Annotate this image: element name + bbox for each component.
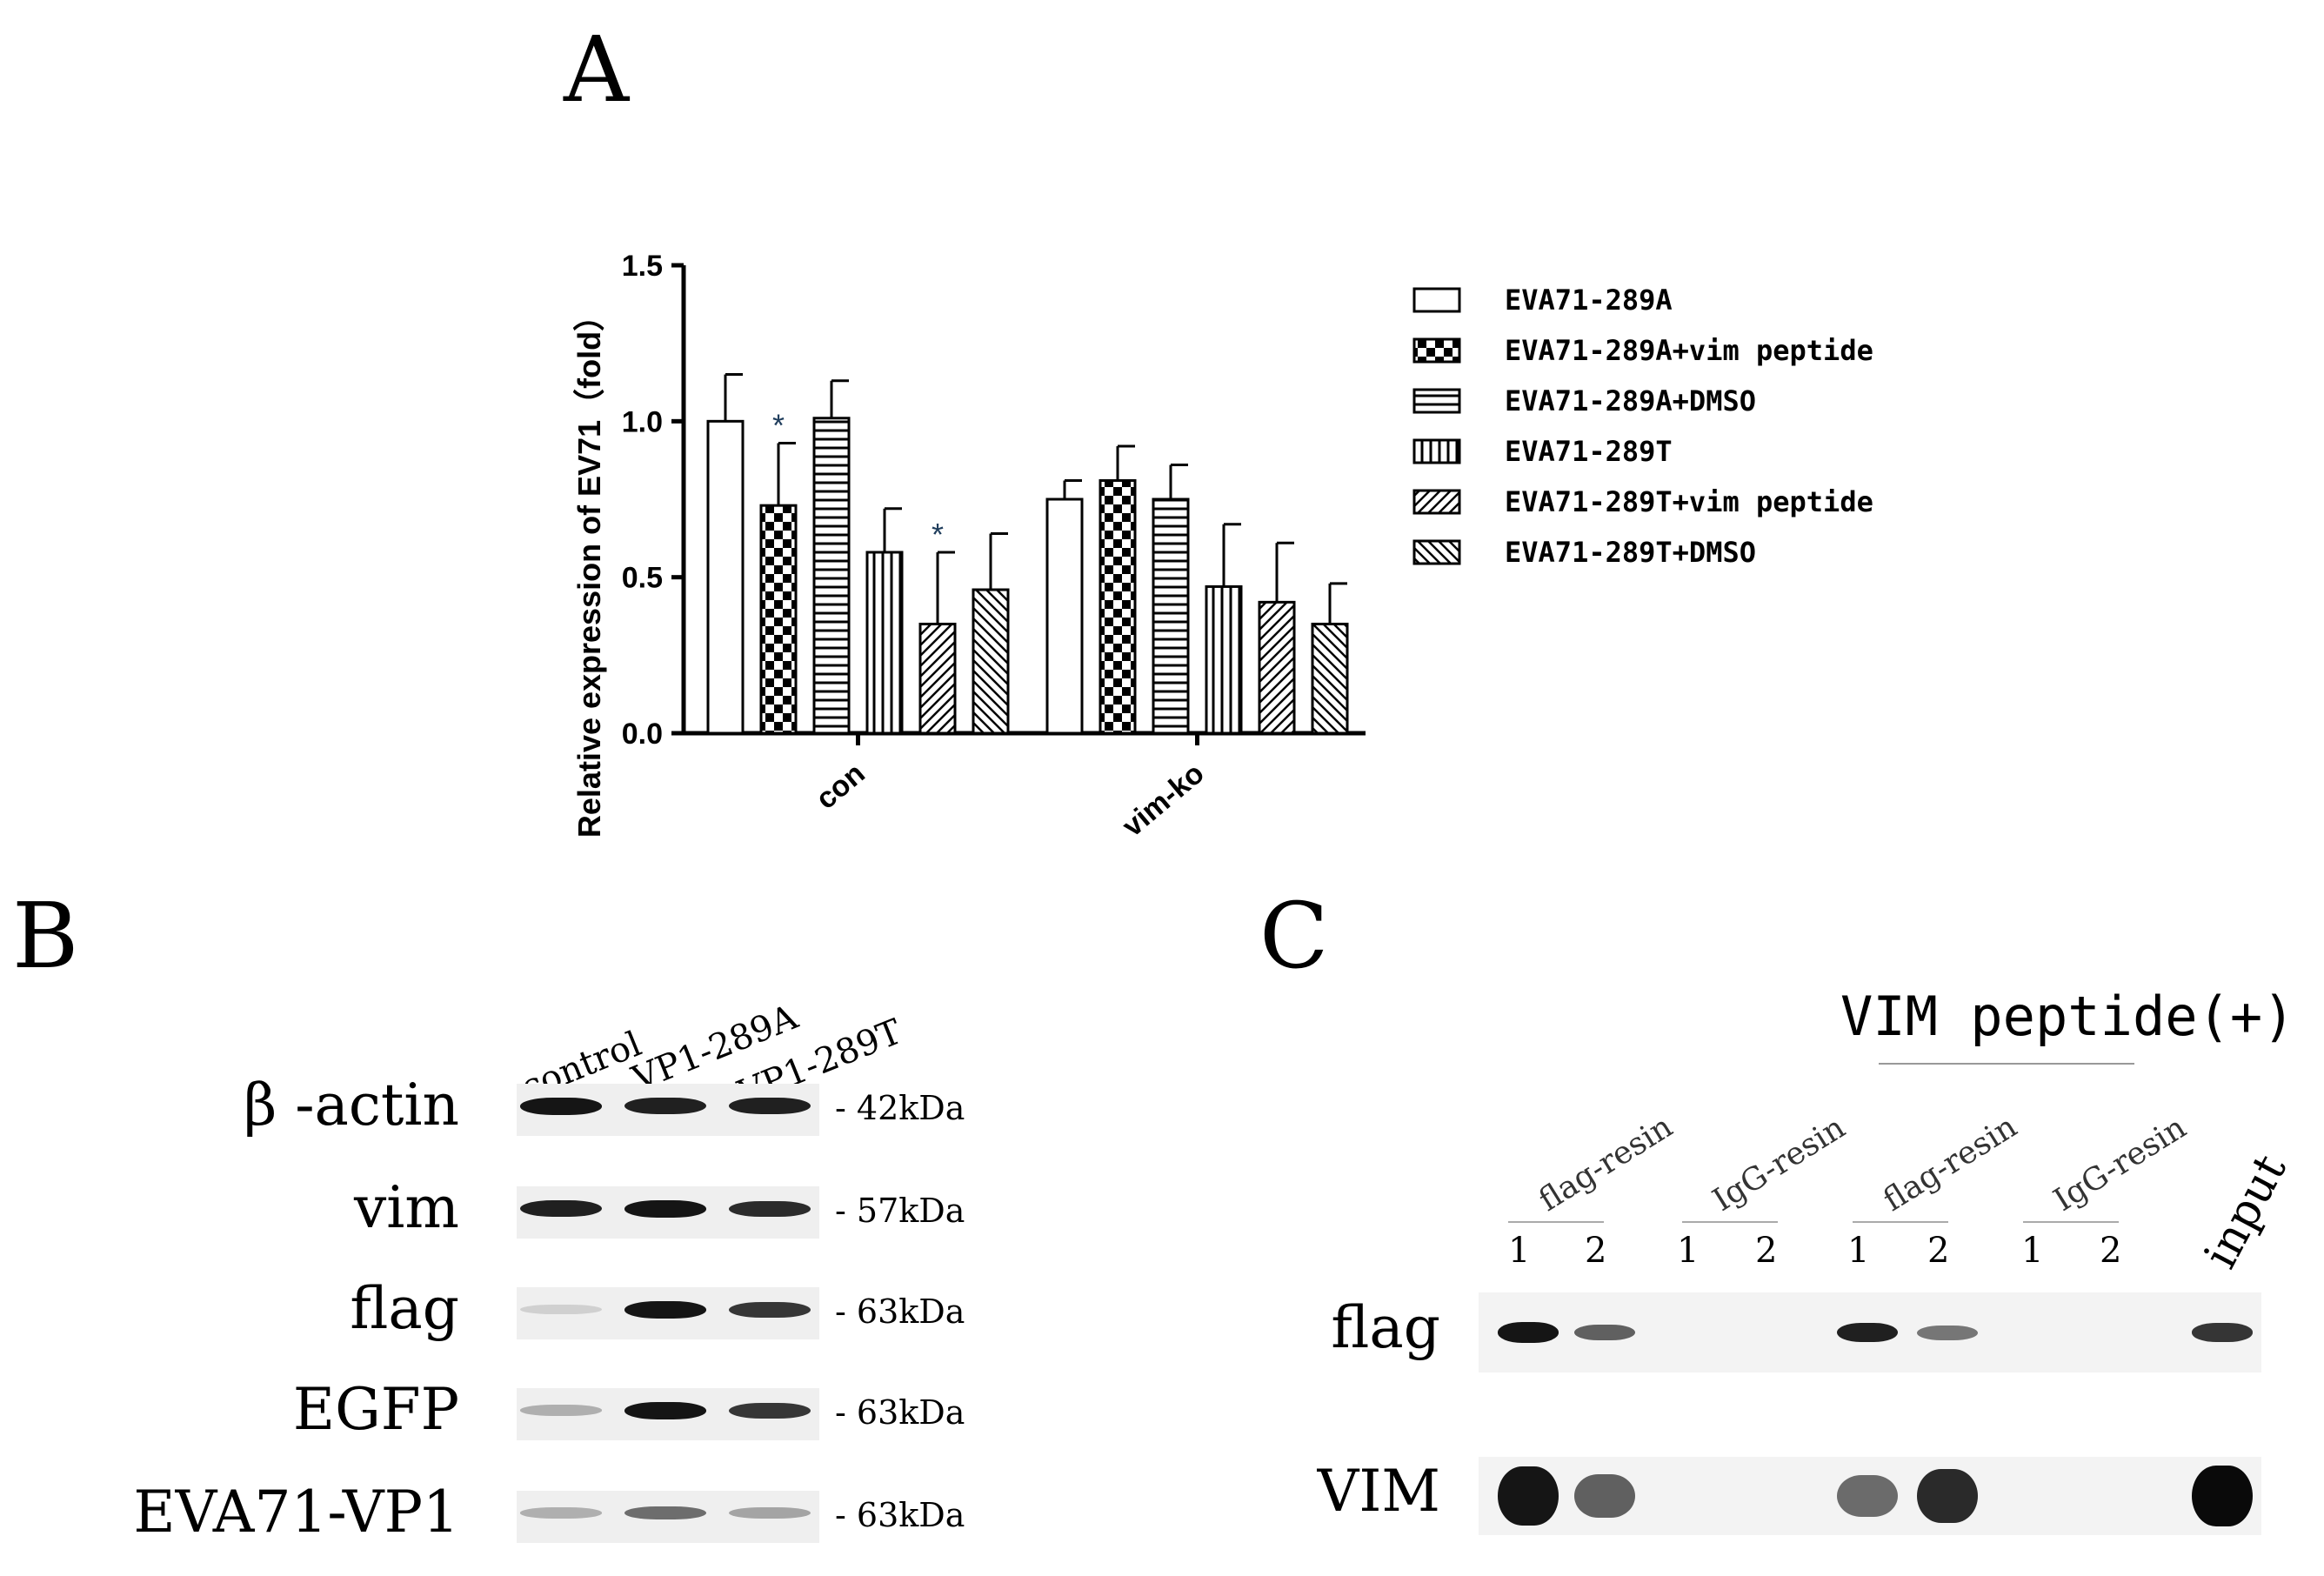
lane-number: 2	[1927, 1231, 1950, 1271]
legend-swatch	[1412, 337, 1461, 364]
group-label: flag-resin	[1533, 1108, 1680, 1219]
header-divider	[1879, 1063, 2134, 1065]
bar	[1045, 498, 1084, 735]
blot-band	[729, 1506, 811, 1519]
row-label: EGFP	[292, 1376, 459, 1443]
x-tick-label: vim-ko	[1116, 757, 1210, 844]
blot-band	[624, 1098, 706, 1115]
significance-mark: *	[932, 517, 944, 552]
blot-band	[1917, 1325, 1978, 1340]
kda-marker: - 63kDa	[835, 1496, 965, 1534]
blot-band	[729, 1301, 811, 1318]
legend-swatch	[1412, 287, 1461, 313]
kda-marker: - 63kDa	[835, 1292, 965, 1331]
group-divider	[1508, 1221, 1604, 1223]
lane-number: 2	[1755, 1231, 1778, 1271]
kda-marker: - 42kDa	[835, 1089, 965, 1127]
bar	[1258, 600, 1296, 735]
significance-mark: *	[772, 407, 785, 443]
legend-label: EVA71-289T+DMSO	[1505, 536, 1756, 569]
blot-band	[1574, 1324, 1635, 1341]
row-label: β -actin	[244, 1072, 459, 1139]
bar	[1152, 498, 1190, 735]
y-tick-label: 0.5	[622, 562, 663, 595]
group-divider	[1682, 1221, 1778, 1223]
y-tick-label: 1.0	[622, 405, 663, 438]
blot-band	[1837, 1322, 1898, 1343]
lane-number: 2	[1585, 1231, 1607, 1271]
legend-swatch	[1412, 539, 1461, 565]
bar	[1099, 478, 1137, 735]
panel-letter-c: C	[1259, 883, 1329, 989]
legend-swatch	[1412, 388, 1461, 414]
blot-band	[624, 1402, 706, 1419]
blot-band	[729, 1402, 811, 1419]
panel-letter-b: B	[12, 883, 79, 989]
group-label: IgG-resin	[2047, 1109, 2193, 1219]
blot-band	[1498, 1466, 1559, 1526]
legend-label: EVA71-289A+DMSO	[1505, 384, 1756, 417]
row-label: EVA71-VP1	[133, 1479, 459, 1546]
group-divider	[1853, 1221, 1948, 1223]
row-label: VIM	[1317, 1458, 1440, 1525]
blot-band	[1498, 1322, 1559, 1343]
kda-marker: - 57kDa	[835, 1192, 965, 1230]
lane-number: 1	[1677, 1231, 1700, 1271]
row-label: vim	[354, 1174, 459, 1241]
bar	[865, 551, 904, 735]
legend-swatch	[1412, 438, 1461, 464]
blot-band	[2192, 1466, 2253, 1526]
blot-band	[520, 1098, 602, 1115]
blot-band	[729, 1200, 811, 1218]
x-tick-label: con	[810, 757, 872, 816]
blot-band	[520, 1507, 602, 1519]
input-label: input	[2194, 1146, 2297, 1277]
y-tick-label: 1.5	[622, 250, 663, 283]
bar	[759, 504, 798, 735]
group-label: flag-resin	[1877, 1108, 2024, 1219]
bar	[918, 622, 957, 735]
y-axis-label: Relative expression of EV71（fold）	[571, 300, 607, 838]
legend-label: EVA71-289T	[1505, 435, 1673, 468]
lane-number: 1	[2021, 1231, 2044, 1271]
bar	[1311, 622, 1349, 735]
legend-label: EVA71-289A	[1505, 284, 1673, 317]
group-label: IgG-resin	[1706, 1109, 1852, 1219]
blot-band	[520, 1405, 602, 1416]
blot-band	[1574, 1473, 1635, 1519]
blot-band	[1837, 1474, 1898, 1518]
kda-marker: - 63kDa	[835, 1393, 965, 1432]
legend-label: EVA71-289A+vim peptide	[1505, 334, 1873, 367]
legend-swatch	[1412, 489, 1461, 515]
y-tick-label: 0.0	[622, 718, 663, 751]
blot-band	[520, 1304, 602, 1314]
blot-band	[2192, 1323, 2253, 1342]
blot-band	[624, 1200, 706, 1218]
row-label: flag	[1331, 1294, 1440, 1361]
bar	[972, 588, 1010, 735]
blot-band	[520, 1200, 602, 1218]
legend-label: EVA71-289T+vim peptide	[1505, 485, 1873, 518]
peptide-header: VIM peptide(+)	[1840, 985, 2295, 1048]
group-divider	[2023, 1221, 2119, 1223]
lane-number: 1	[1508, 1231, 1531, 1271]
bar-chart: 0.0 0.5 1.0 1.5 Relative expression of EV71（…	[571, 250, 1873, 844]
blot-band	[624, 1301, 706, 1319]
bar	[706, 419, 745, 735]
blot-band	[1917, 1468, 1978, 1524]
bar	[812, 417, 851, 735]
panel-letter-a: A	[564, 17, 630, 123]
lane-number: 1	[1847, 1231, 1870, 1271]
blot-band	[624, 1506, 706, 1520]
lane-number: 2	[2100, 1231, 2122, 1271]
blot-band	[729, 1098, 811, 1115]
row-label: flag	[350, 1275, 459, 1342]
bar	[1205, 584, 1243, 735]
